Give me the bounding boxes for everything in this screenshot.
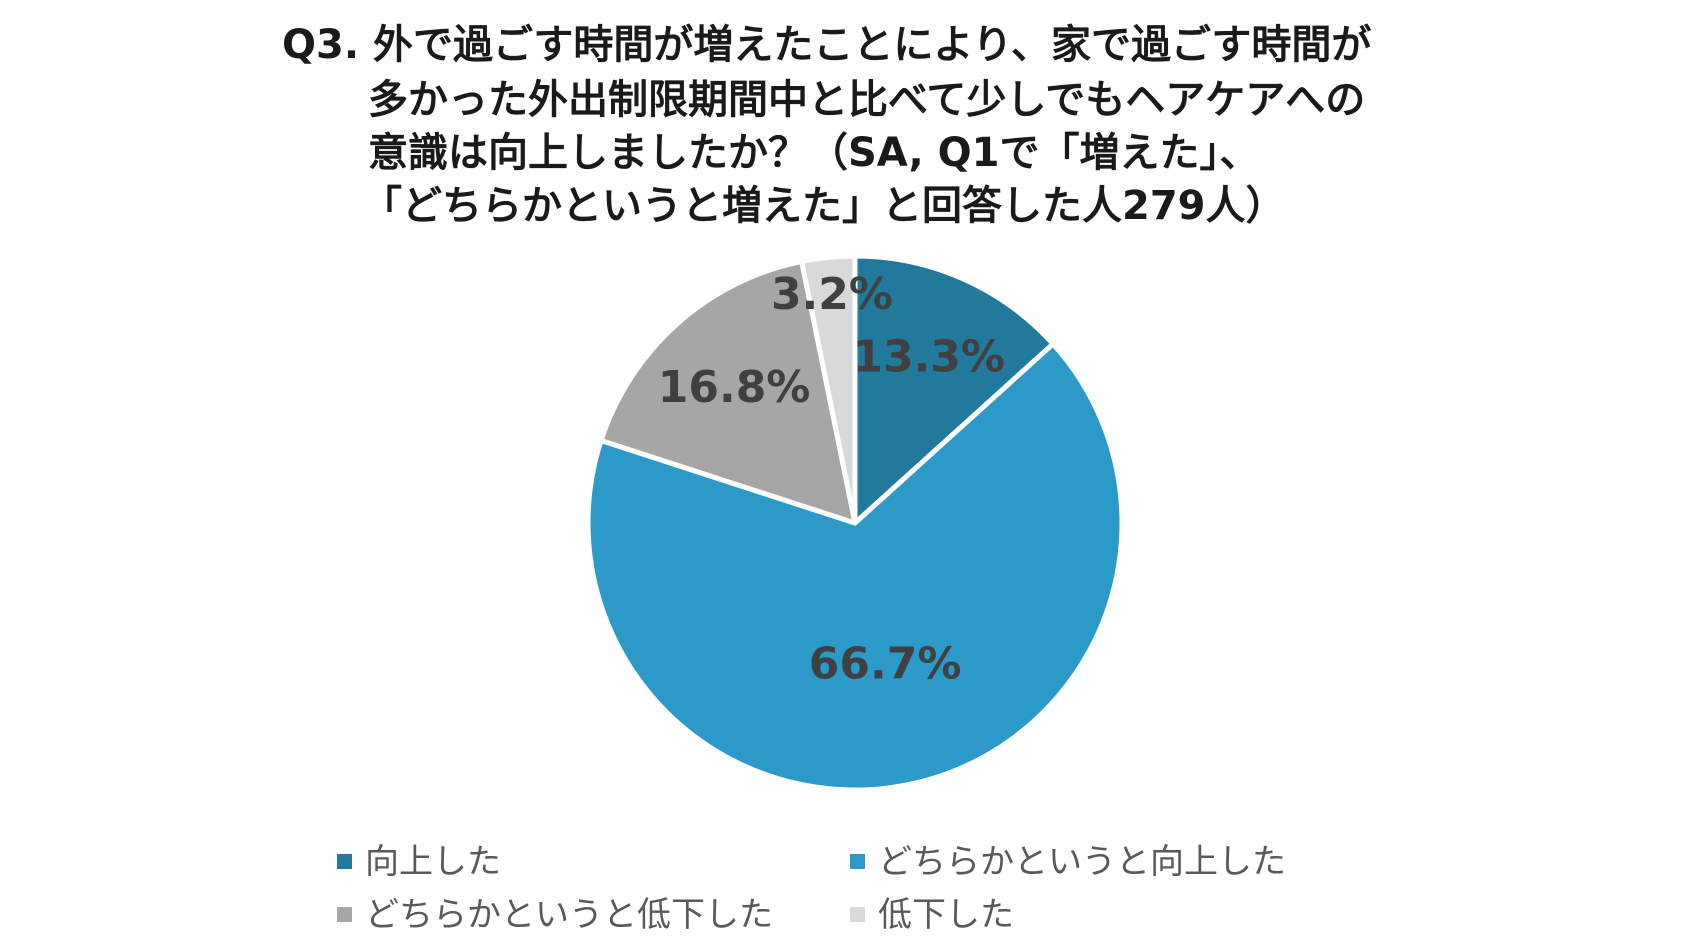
legend-label-somewhat-raised: どちらかというと向上した [878,842,1286,882]
chart-title-line-3: 意識は向上しましたか？（SA, Q1で「増えた」、 [368,130,1259,176]
legend-swatch-lowered [850,907,865,922]
pie-slice-somewhat-lowered [598,258,858,526]
data-label-somewhat-lowered: 16.8% [658,362,811,413]
legend-item-somewhat-lowered: どちらかというと低下した [337,895,773,935]
legend-label-raised: 向上した [365,842,501,882]
chart-title-line-4: 「どちらかというと増えた」と回答した人279人） [362,183,1286,229]
legend-item-lowered: 低下した [850,895,1014,935]
legend-item-raised: 向上した [337,842,501,882]
pie-slice-lowered [799,253,858,526]
chart-title-line-1: Q3. 外で過ごす時間が増えたことにより、家で過ごす時間が [282,22,1371,68]
data-label-raised: 13.3% [852,332,1005,383]
legend-swatch-somewhat-lowered [337,907,352,922]
chart-title-line-2: 多かった外出制限期間中と比べて少しでもヘアケアへの [368,77,1365,123]
data-label-somewhat-raised: 66.7% [809,638,962,689]
chart-title: Q3. 外で過ごす時間が増えたことにより、家で過ごす時間が 多かった外出制限期間… [282,22,1371,229]
legend-label-lowered: 低下した [878,895,1014,935]
legend-swatch-raised [337,854,352,869]
pie-slice-raised [852,253,1056,526]
pie-slice-somewhat-raised [585,341,1125,793]
pie-data-labels: 13.3% 66.7% 16.8% 3.2% [658,269,1005,689]
legend-swatch-somewhat-raised [850,854,865,869]
pie-slices [585,253,1125,793]
legend-label-somewhat-lowered: どちらかというと低下した [365,895,773,935]
legend-item-somewhat-raised: どちらかというと向上した [850,842,1286,882]
data-label-lowered: 3.2% [771,269,893,320]
